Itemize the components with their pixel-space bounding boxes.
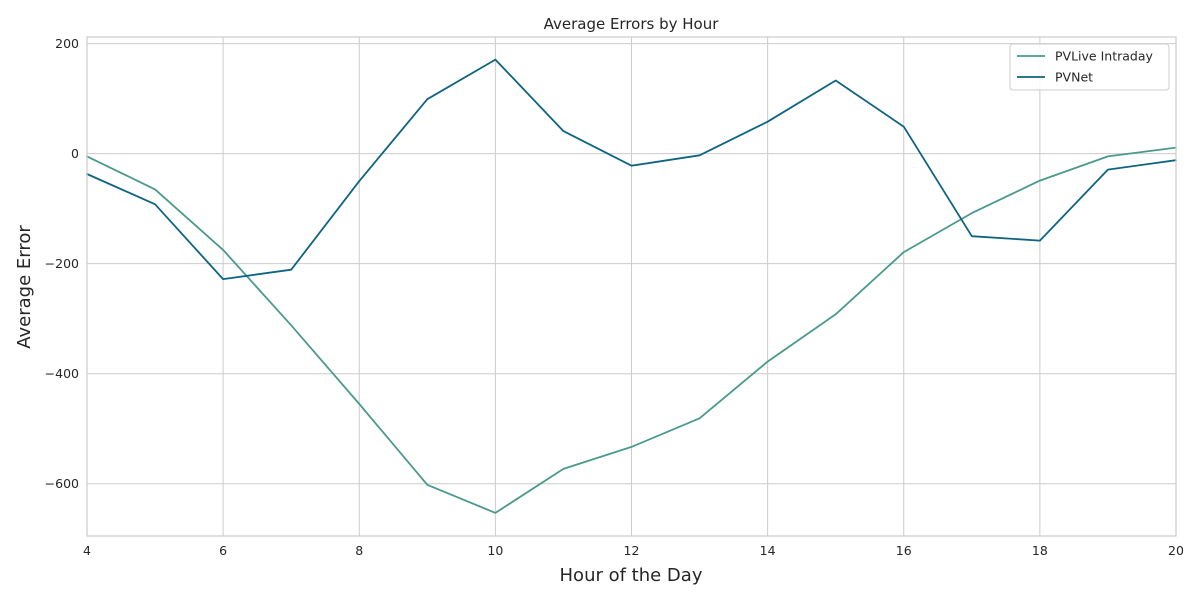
x-tick-label: 4 bbox=[83, 543, 91, 558]
series-lines bbox=[86, 58, 1177, 514]
plot-frame bbox=[86, 36, 1177, 537]
x-tick-label: 6 bbox=[219, 543, 227, 558]
series-line-2 bbox=[86, 58, 1177, 281]
legend-label: PVLive Intraday bbox=[1055, 49, 1153, 64]
x-tick-label: 18 bbox=[1032, 543, 1048, 558]
tick-labels: 4 6 8 10 12 14 16 18 20 −600 −400 −200 0 200 bbox=[45, 36, 1184, 558]
y-axis-title: Average Error bbox=[14, 225, 35, 349]
y-tick-label: −200 bbox=[45, 256, 79, 271]
chart-title: Average Errors by Hour bbox=[544, 15, 720, 33]
series-line-1 bbox=[86, 146, 1177, 514]
x-tick-label: 16 bbox=[896, 543, 912, 558]
x-tick-label: 8 bbox=[355, 543, 363, 558]
y-tick-label: −400 bbox=[45, 366, 79, 381]
x-axis-title: Hour of the Day bbox=[560, 565, 703, 586]
x-tick-label: 12 bbox=[624, 543, 640, 558]
y-tick-label: 0 bbox=[71, 146, 79, 161]
x-tick-label: 14 bbox=[760, 543, 776, 558]
y-tick-label: 200 bbox=[55, 36, 79, 51]
x-tick-label: 10 bbox=[487, 543, 503, 558]
legend-box bbox=[1009, 43, 1170, 91]
y-tick-label: −600 bbox=[45, 476, 79, 491]
x-tick-label: 20 bbox=[1168, 543, 1184, 558]
legend-label: PVNet bbox=[1055, 70, 1093, 85]
legend: PVLive Intraday PVNet bbox=[1009, 43, 1170, 91]
grid bbox=[86, 37, 1177, 536]
